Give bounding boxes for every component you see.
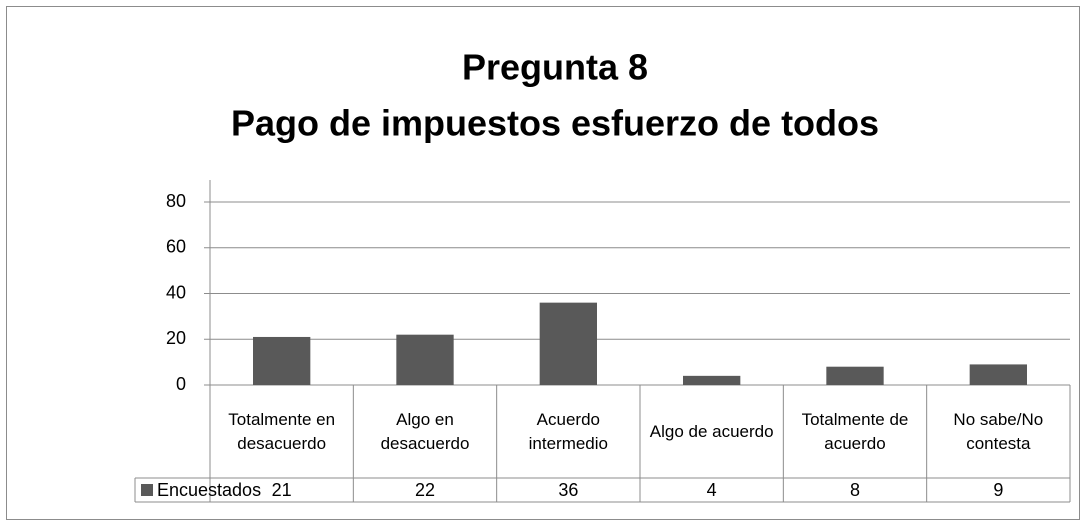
- x-tick-label: No sabe/No contesta: [953, 409, 1044, 453]
- bar: [969, 364, 1027, 385]
- bar: [396, 334, 454, 385]
- y-tick-label: 60: [166, 237, 186, 257]
- value-cell: 22: [415, 480, 435, 500]
- y-tick-label: 0: [176, 374, 186, 394]
- y-tick-label: 80: [166, 191, 186, 211]
- y-tick-label: 40: [166, 282, 186, 302]
- category-cell: Totalmente de acuerdo: [801, 409, 909, 453]
- bar: [539, 302, 597, 385]
- value-cell: 9: [993, 480, 1003, 500]
- category-cell: Algo de acuerdo: [649, 421, 774, 441]
- category-cell: No sabe/No contesta: [953, 409, 1044, 453]
- value-cell: 8: [850, 480, 860, 500]
- bar: [683, 375, 741, 385]
- x-tick-label: Acuerdo intermedio: [528, 409, 608, 453]
- value-cell: 21: [272, 480, 292, 500]
- x-tick-label: Totalmente en desacuerdo: [228, 409, 336, 453]
- legend-key: [141, 484, 153, 496]
- legend-label: Encuestados: [157, 480, 261, 500]
- category-cell: Totalmente en desacuerdo: [228, 409, 336, 453]
- chart-border: [6, 6, 1080, 520]
- chart-subtitle: Pago de impuestos esfuerzo de todos: [231, 103, 879, 144]
- bar: [253, 336, 311, 385]
- value-cell: 36: [558, 480, 578, 500]
- x-tick-label: Algo de acuerdo: [649, 421, 774, 441]
- x-tick-label: Algo en desacuerdo: [380, 409, 470, 453]
- chart-title: Pregunta 8: [462, 47, 648, 88]
- bar: [826, 366, 884, 385]
- value-cell: 4: [707, 480, 717, 500]
- category-cell: Algo en desacuerdo: [380, 409, 470, 453]
- x-tick-label: Totalmente de acuerdo: [801, 409, 909, 453]
- category-cell: Acuerdo intermedio: [528, 409, 608, 453]
- y-tick-label: 20: [166, 328, 186, 348]
